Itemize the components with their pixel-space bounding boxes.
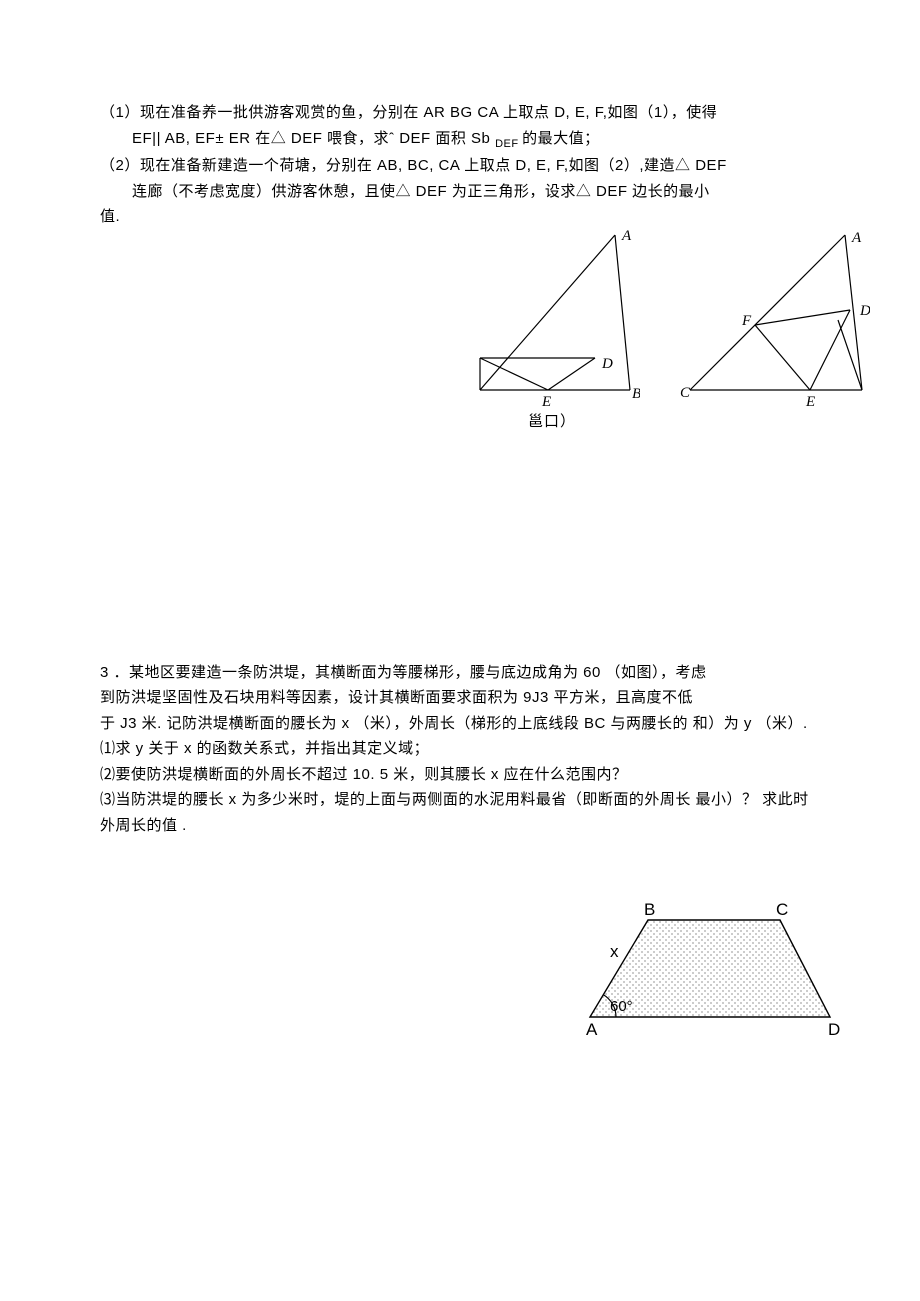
svg-text:A: A <box>586 1020 598 1039</box>
figure-caption: 邕口） <box>528 410 576 431</box>
trapezoid-figure: A B C Dx 60° <box>580 902 840 1047</box>
svg-text:C: C <box>680 385 691 401</box>
svg-text:60°: 60° <box>610 998 633 1015</box>
p2-part1-sub: DEF <box>495 138 522 150</box>
figure-1-triangle: A B D E <box>470 230 640 415</box>
svg-text:A: A <box>851 230 862 246</box>
p2-part1-line-b-tail: 的最大值； <box>522 130 600 147</box>
svg-text:D: D <box>828 1020 840 1039</box>
p3-q1: ⑴求 y 关于 x 的函数关系式，并指出其定义域； <box>100 736 820 762</box>
svg-text:C: C <box>776 902 788 919</box>
svg-text:D: D <box>601 356 613 372</box>
p2-part1-line-a: （1）现在准备养一批供游客观赏的鱼，分别在 AR BG CA 上取点 D, E,… <box>100 100 820 126</box>
figure-1-svg: A B D E <box>470 230 640 410</box>
svg-text:F: F <box>741 313 752 329</box>
p2-part2-line-c: 值. <box>100 204 820 230</box>
p2-part1-line-b-main: EF|| AB, EF± ER 在△ DEF 喂食，求ˆ DEF 面积 Sb <box>132 130 495 147</box>
p2-part2-line-a: （2）现在准备新建造一个荷塘，分别在 AB, BC, CA 上取点 D, E, … <box>100 153 820 179</box>
trapezoid-svg: A B C Dx 60° <box>580 902 840 1042</box>
p3-line-2: 到防洪堤坚固性及石块用料等因素，设计其横断面要求面积为 9J3 平方米，且高度不… <box>100 685 820 711</box>
svg-text:B: B <box>644 902 655 919</box>
p2-part1-line-b: EF|| AB, EF± ER 在△ DEF 喂食，求ˆ DEF 面积 Sb D… <box>100 126 820 154</box>
figure-row-1: A B D E A C D E F 邕口） <box>100 230 820 450</box>
svg-text:E: E <box>805 394 815 410</box>
figure-2-triangle: A C D E F <box>680 230 870 415</box>
svg-text:E: E <box>541 394 551 410</box>
p3-q3: ⑶当防洪堤的腰长 x 为多少米时，堤的上面与两侧面的水泥用料最省（即断面的外周长… <box>100 787 820 838</box>
svg-text:B: B <box>632 386 640 402</box>
p3-line-3: 于 J3 米. 记防洪堤横断面的腰长为 x （米），外周长（梯形的上底线段 BC… <box>100 711 820 737</box>
figure-2-svg: A C D E F <box>680 230 870 410</box>
vertical-gap <box>100 450 820 660</box>
p2-part2-line-b: 连廊（不考虑宽度）供游客休憩，且使△ DEF 为正三角形，设求△ DEF 边长的… <box>100 179 820 205</box>
p3-q2: ⑵要使防洪堤横断面的外周长不超过 10. 5 米，则其腰长 x 应在什么范围内？ <box>100 762 820 788</box>
svg-text:x: x <box>610 942 619 961</box>
svg-text:A: A <box>621 230 632 244</box>
svg-text:D: D <box>859 303 870 319</box>
p3-line-1: 3 ．某地区要建造一条防洪堤，其横断面为等腰梯形，腰与底边成角为 60 （如图）… <box>100 660 820 686</box>
